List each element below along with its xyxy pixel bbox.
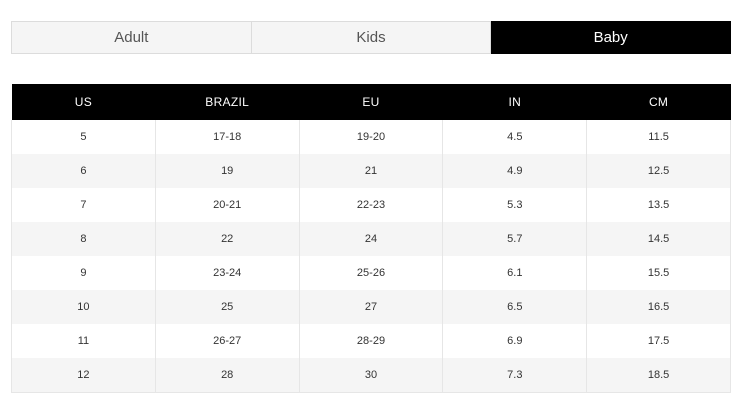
cell-cm: 17.5 xyxy=(586,324,731,358)
cell-cm: 13.5 xyxy=(586,188,731,222)
cell-in: 7.3 xyxy=(442,358,588,393)
column-header-eu: EU xyxy=(299,84,443,120)
cell-brazil: 23-24 xyxy=(154,256,300,290)
tab-baby[interactable]: Baby xyxy=(491,21,732,54)
cell-eu: 30 xyxy=(298,358,444,393)
cell-eu: 22-23 xyxy=(298,188,444,222)
cell-brazil: 17-18 xyxy=(154,120,300,154)
cell-us: 10 xyxy=(11,290,156,324)
tab-adult[interactable]: Adult xyxy=(11,21,252,54)
cell-in: 5.3 xyxy=(442,188,588,222)
cell-cm: 15.5 xyxy=(586,256,731,290)
size-category-tabs: Adult Kids Baby xyxy=(11,21,732,54)
cell-us: 7 xyxy=(11,188,156,222)
column-header-us: US xyxy=(11,84,156,120)
cell-in: 4.9 xyxy=(442,154,588,188)
cell-us: 11 xyxy=(11,324,156,358)
cell-brazil: 20-21 xyxy=(154,188,300,222)
table-row: 5 17-18 19-20 4.5 11.5 xyxy=(11,120,731,154)
cell-cm: 11.5 xyxy=(586,120,731,154)
cell-us: 9 xyxy=(11,256,156,290)
cell-in: 6.9 xyxy=(442,324,588,358)
column-header-brazil: BRAZIL xyxy=(155,84,300,120)
cell-eu: 24 xyxy=(298,222,444,256)
table-row: 7 20-21 22-23 5.3 13.5 xyxy=(11,188,731,222)
cell-eu: 27 xyxy=(298,290,444,324)
cell-eu: 25-26 xyxy=(298,256,444,290)
table-row: 8 22 24 5.7 14.5 xyxy=(11,222,731,256)
tab-kids[interactable]: Kids xyxy=(251,21,492,54)
table-row: 12 28 30 7.3 18.5 xyxy=(11,358,731,393)
cell-brazil: 22 xyxy=(154,222,300,256)
cell-brazil: 25 xyxy=(154,290,300,324)
cell-in: 6.5 xyxy=(442,290,588,324)
cell-eu: 21 xyxy=(298,154,444,188)
cell-in: 4.5 xyxy=(442,120,588,154)
cell-eu: 19-20 xyxy=(298,120,444,154)
cell-us: 8 xyxy=(11,222,156,256)
cell-us: 5 xyxy=(11,120,156,154)
size-chart-table: US BRAZIL EU IN CM 5 17-18 19-20 4.5 11.… xyxy=(11,84,731,393)
table-row: 11 26-27 28-29 6.9 17.5 xyxy=(11,324,731,358)
cell-us: 6 xyxy=(11,154,156,188)
table-header-row: US BRAZIL EU IN CM xyxy=(11,84,731,120)
cell-in: 6.1 xyxy=(442,256,588,290)
table-row: 9 23-24 25-26 6.1 15.5 xyxy=(11,256,731,290)
cell-in: 5.7 xyxy=(442,222,588,256)
cell-cm: 14.5 xyxy=(586,222,731,256)
cell-us: 12 xyxy=(11,358,156,393)
cell-cm: 16.5 xyxy=(586,290,731,324)
cell-brazil: 19 xyxy=(154,154,300,188)
table-row: 10 25 27 6.5 16.5 xyxy=(11,290,731,324)
cell-brazil: 28 xyxy=(154,358,300,393)
cell-cm: 12.5 xyxy=(586,154,731,188)
column-header-cm: CM xyxy=(586,84,731,120)
column-header-in: IN xyxy=(442,84,587,120)
cell-eu: 28-29 xyxy=(298,324,444,358)
cell-brazil: 26-27 xyxy=(154,324,300,358)
table-row: 6 19 21 4.9 12.5 xyxy=(11,154,731,188)
cell-cm: 18.5 xyxy=(586,358,731,393)
